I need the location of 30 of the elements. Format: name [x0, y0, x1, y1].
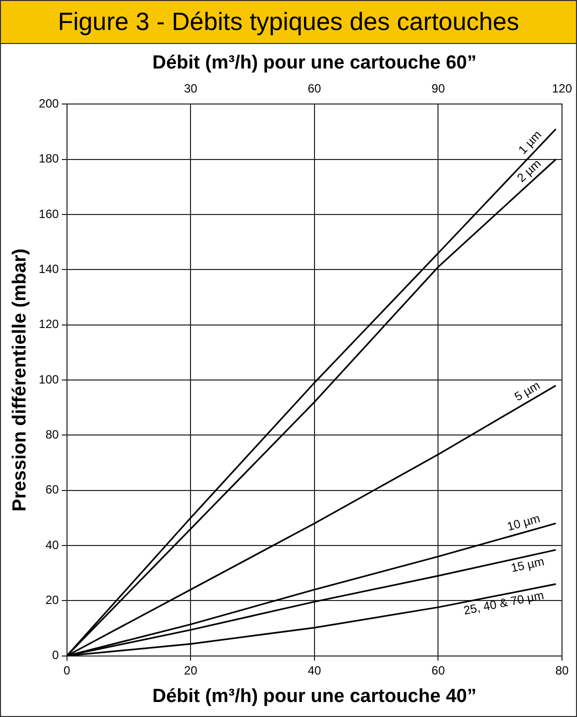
x-tick-label: 60 [432, 663, 446, 678]
x-tick-label: 0 [63, 663, 70, 678]
text: 5 µm [512, 378, 542, 404]
x-axis-title: Débit (m³/h) pour une cartouche 40” [152, 686, 476, 707]
x2-tick-label: 120 [552, 81, 572, 96]
x-tick-label: 40 [308, 663, 322, 678]
y-tick-label: 200 [38, 96, 60, 111]
chart-title: Figure 3 - Débits typiques des cartouches [1, 1, 576, 44]
text: 25, 40 & 70 µm [462, 588, 546, 618]
y-axis-title: Pression différentielle (mbar) [10, 248, 31, 512]
y-tick-label: 120 [38, 317, 60, 332]
x2-axis-title: Débit (m³/h) pour une cartouche 60” [152, 52, 476, 74]
y-tick-label: 60 [45, 482, 60, 497]
y-tick-label: 0 [52, 648, 60, 662]
text: 15 µm [510, 554, 546, 576]
text: 2 µm [514, 156, 544, 185]
y-tick-label: 40 [45, 538, 60, 552]
y-tick-label: 160 [38, 206, 60, 221]
text: 10 µm [506, 511, 542, 534]
y-tick-label: 180 [38, 152, 60, 166]
y-tick-label: 80 [45, 427, 60, 442]
text: 1 µm [516, 128, 544, 157]
y-tick-label: 100 [38, 372, 60, 386]
x2-tick-label: 90 [432, 81, 446, 96]
x-tick-label: 80 [555, 663, 569, 678]
x-tick-label: 20 [184, 663, 198, 678]
x2-tick-label: 30 [184, 81, 198, 96]
y-tick-label: 20 [45, 592, 60, 607]
y-tick-label: 140 [38, 262, 60, 276]
x2-tick-label: 60 [308, 81, 322, 96]
